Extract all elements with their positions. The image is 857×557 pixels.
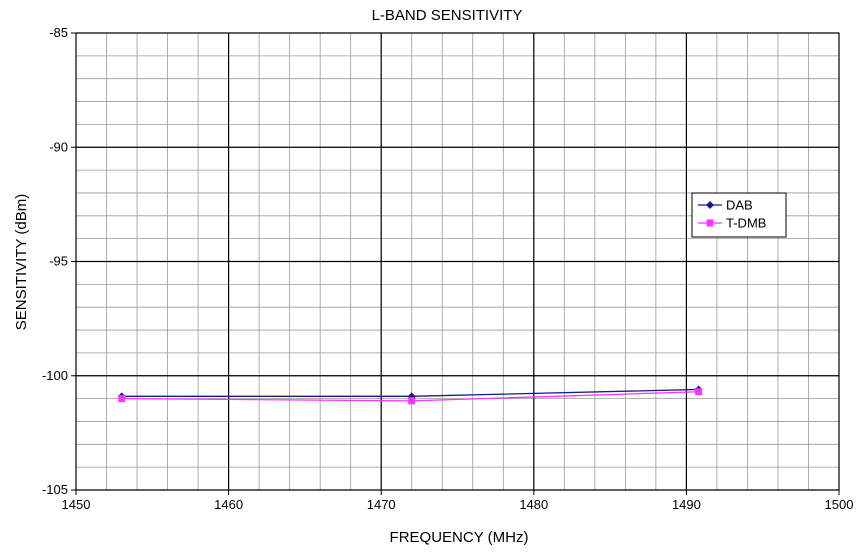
legend-marker (706, 201, 714, 209)
x-tick-label: 1490 (672, 497, 701, 512)
x-axis-label: FREQUENCY (MHz) (390, 529, 529, 546)
x-tick-label: 1470 (367, 497, 396, 512)
x-tick-label: 1480 (519, 497, 548, 512)
y-tick-label: -95 (49, 254, 68, 269)
data-point (408, 397, 416, 405)
legend-marker (706, 219, 714, 227)
chart-title: L-BAND SENSITIVITY (372, 7, 523, 24)
y-tick-label: -85 (49, 25, 68, 40)
y-tick-label: -90 (49, 139, 68, 154)
y-axis-label: SENSITIVITY (dBm) (13, 194, 30, 330)
legend: DAB T-DMB (691, 192, 787, 238)
data-point (118, 395, 126, 403)
legend-box (691, 192, 787, 238)
x-tick-label: 1500 (825, 497, 854, 512)
legend-label: T-DMB (726, 216, 766, 231)
legend-label: DAB (726, 198, 753, 213)
series-t-dmb (118, 388, 703, 405)
data-point (695, 388, 703, 396)
y-tick-label: -105 (42, 482, 68, 497)
axis-ticks: 1450 1460 1470 1480 1490 1500 -105 -100 -95 -90 -8… (42, 25, 853, 512)
series-group (117, 385, 703, 405)
y-tick-label: -100 (42, 368, 68, 383)
grid (75, 32, 840, 491)
x-tick-label: 1450 (62, 497, 91, 512)
x-tick-label: 1460 (214, 497, 243, 512)
